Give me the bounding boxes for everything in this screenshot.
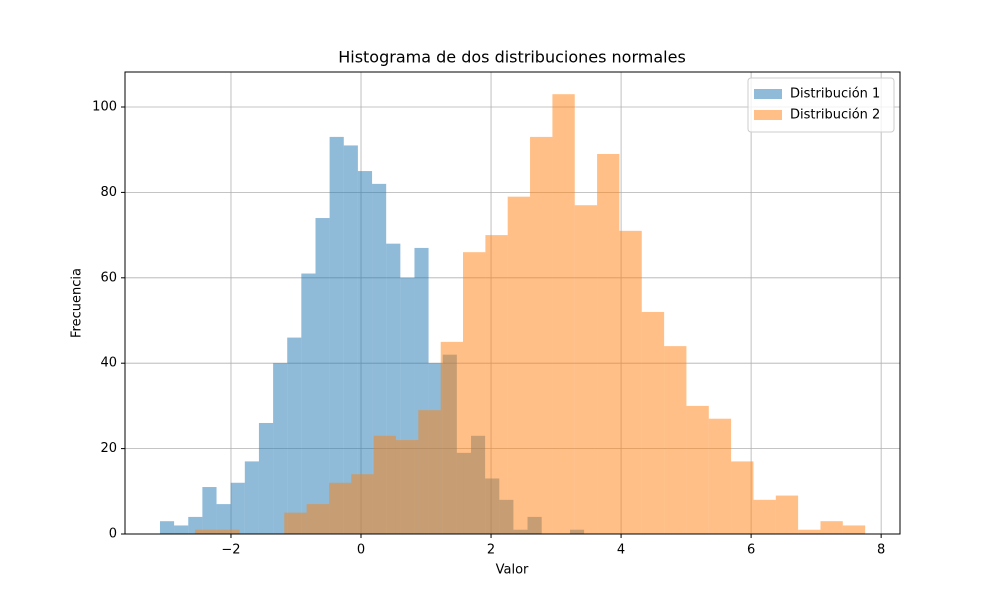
bar (306, 504, 330, 534)
x-tick-label: 6 (747, 543, 755, 558)
bar (552, 94, 575, 535)
bar (530, 136, 553, 534)
chart-title: Histograma de dos distribuciones normale… (338, 48, 686, 67)
x-tick-label: 4 (617, 543, 625, 558)
bar (258, 422, 274, 534)
bar (641, 311, 665, 534)
bar (373, 435, 396, 534)
x-tick-label: 8 (877, 543, 885, 558)
bar (753, 499, 776, 534)
bar (619, 230, 642, 535)
y-tick-label: 80 (100, 185, 117, 200)
plot-frame (124, 71, 901, 535)
bar (440, 341, 464, 534)
bar (343, 145, 358, 534)
y-tick-label: 40 (100, 356, 117, 371)
bar (357, 171, 373, 534)
bar (194, 529, 218, 534)
y-tick-label: 20 (100, 441, 117, 456)
legend-swatch (754, 110, 782, 120)
bar (351, 474, 374, 534)
y-tick-label: 0 (109, 527, 117, 542)
y-tick-label: 60 (100, 270, 117, 285)
bar (301, 273, 316, 534)
bar (329, 136, 344, 534)
bar (284, 512, 307, 534)
x-axis-label: Valor (496, 563, 529, 578)
bar (329, 482, 352, 534)
bar (418, 410, 441, 534)
bar (202, 487, 217, 534)
bar (287, 337, 302, 534)
bar (315, 218, 330, 534)
legend-box (747, 77, 895, 133)
bar (597, 153, 620, 535)
bar (731, 461, 754, 534)
x-tick-label: 2 (487, 543, 495, 558)
bar (820, 521, 843, 534)
bar (485, 235, 508, 534)
bar (159, 521, 175, 534)
bar (395, 440, 419, 534)
bar (216, 504, 231, 534)
bar (708, 418, 732, 534)
bar (463, 252, 486, 534)
legend-label: Distribución 2 (790, 108, 880, 123)
x-tick-label: 0 (357, 543, 365, 558)
y-tick-label: 100 (92, 100, 117, 115)
bar (664, 346, 687, 534)
x-tick-label: −2 (221, 543, 240, 558)
bar (574, 205, 598, 534)
y-axis-label: Frecuencia (70, 268, 85, 338)
bar (775, 495, 799, 534)
bar (686, 405, 709, 534)
bar (244, 461, 259, 534)
bar (507, 196, 531, 534)
bar (217, 529, 240, 534)
bar (842, 525, 866, 534)
legend-swatch (754, 89, 782, 99)
bar (230, 482, 245, 534)
bar (798, 529, 821, 534)
bar (174, 525, 189, 534)
bar (273, 363, 288, 534)
legend-label: Distribución 1 (790, 87, 880, 102)
